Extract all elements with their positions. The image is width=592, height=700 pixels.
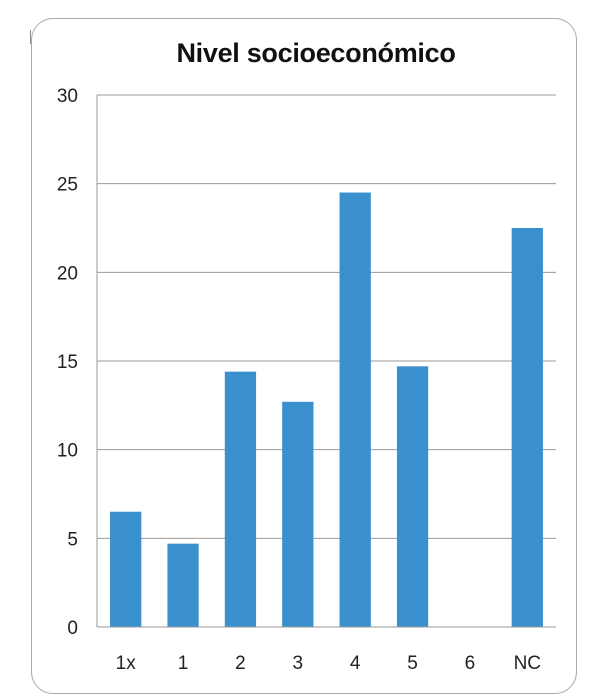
bar-4 [339,192,371,628]
x-tick-label: NC [514,653,541,674]
bar-3 [282,401,314,627]
x-tick-label: 5 [407,653,418,674]
x-tick-label: 4 [350,653,361,674]
chart-title: Nivel socioeconómico [176,38,456,68]
bar-1 [167,543,199,627]
y-tick-label: 20 [57,263,78,284]
axes [96,95,556,628]
x-tick-label: 1x [116,653,137,674]
y-tick-label: 30 [57,86,78,107]
x-tick-label: 1 [178,653,189,674]
y-tick-label: 0 [67,618,78,639]
bar-1x [110,511,142,627]
y-tick-label: 15 [57,352,78,373]
y-tick-label: 25 [57,175,78,196]
y-tick-label: 5 [67,529,78,550]
gridlines [97,94,556,539]
x-tick-label: 3 [293,653,304,674]
bar-NC [511,228,543,627]
bars [110,192,543,628]
y-tick-label: 10 [57,441,78,462]
bar-2 [224,371,257,627]
frame-corner-mark [30,30,31,44]
x-tick-label: 6 [465,653,476,674]
x-tick-labels: 1x 1 2 3 4 5 6 NC [116,653,541,674]
bar-5 [396,366,429,627]
y-tick-labels: 0 5 10 15 20 25 30 [57,86,78,639]
x-tick-label: 2 [235,653,246,674]
